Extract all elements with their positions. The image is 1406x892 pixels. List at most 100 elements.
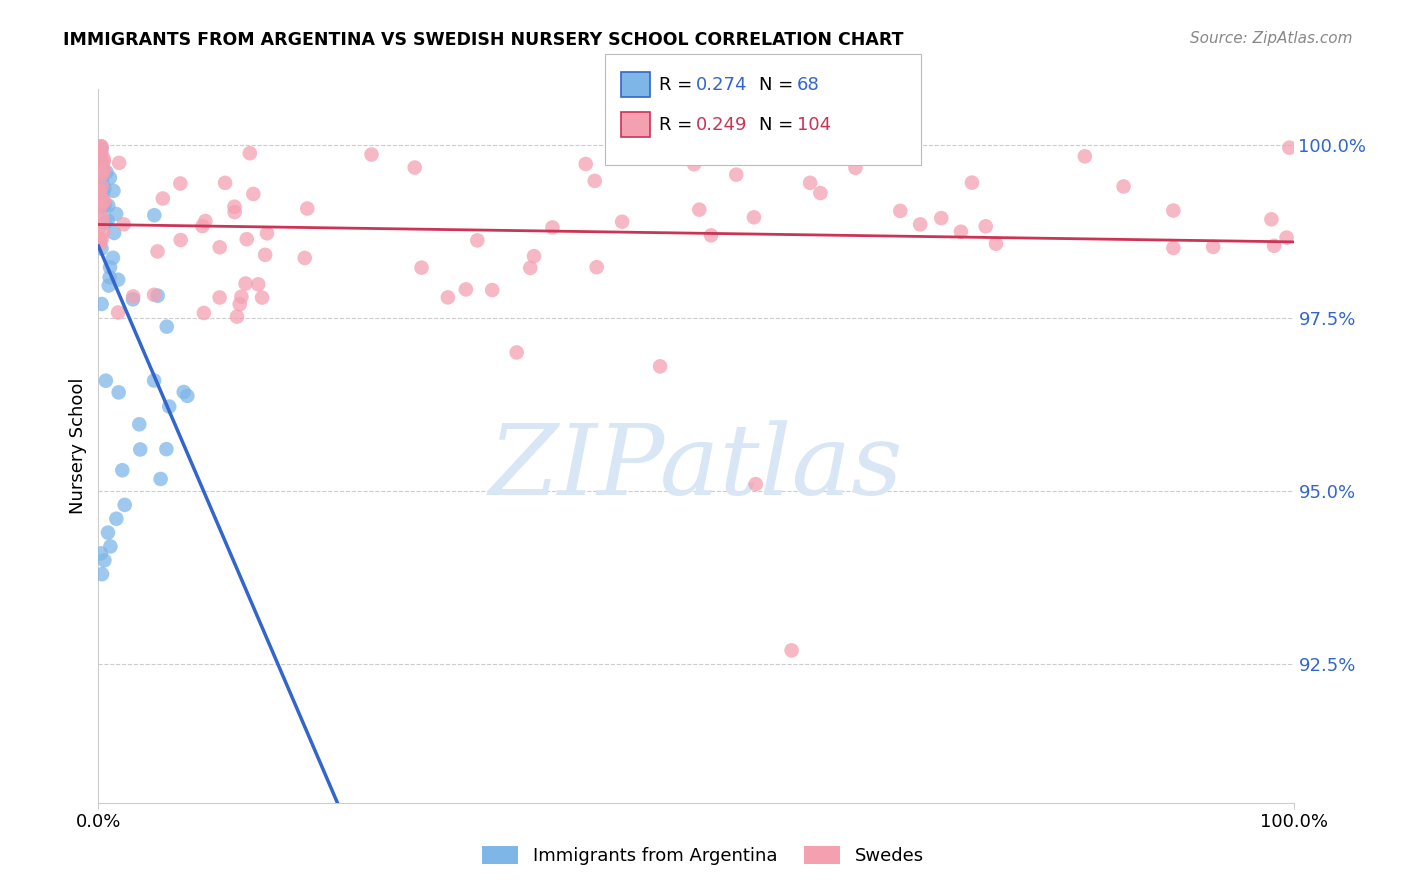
Text: 0.249: 0.249 [696,116,748,134]
Point [974,219,997,234]
Point [157,400,180,414]
Point [465,233,488,247]
Point [506,345,529,359]
Point [226,310,249,324]
Point [193,306,215,320]
Point [89,145,111,159]
Point [90,164,112,178]
Point [742,211,765,225]
Point [105,512,128,526]
Point [93,152,115,166]
Point [256,227,278,241]
Point [89,185,111,199]
Point [231,290,253,304]
Point [90,179,112,194]
Point [411,260,433,275]
Point [90,185,112,199]
Point [91,215,114,229]
Point [101,251,124,265]
Point [91,163,114,178]
Point [89,220,111,235]
Point [191,219,214,233]
Point [575,157,598,171]
Point [93,154,115,169]
Point [89,178,111,192]
Point [583,174,606,188]
Point [89,148,111,162]
Point [90,211,112,225]
Point [454,282,477,296]
Point [90,172,112,186]
Point [89,233,111,247]
Point [1074,149,1097,163]
Point [93,225,115,239]
Point [236,232,259,246]
Point [90,178,112,192]
Point [688,202,710,217]
Point [90,232,112,246]
Point [98,260,121,275]
Point [960,176,983,190]
Point [481,283,503,297]
Point [94,197,117,211]
Point [97,525,120,540]
Point [1278,141,1301,155]
Point [108,156,131,170]
Point [93,163,115,178]
Point [103,226,125,240]
Point [143,208,166,222]
Point [90,546,112,560]
Point [169,177,191,191]
Point [825,151,848,165]
Point [250,291,273,305]
Point [98,270,121,285]
Point [780,643,803,657]
Point [224,205,246,219]
Point [91,165,114,179]
Point [90,141,112,155]
Point [229,297,252,311]
Point [98,170,121,185]
Point [156,319,179,334]
Point [90,197,112,211]
Point [107,305,129,319]
Point [1163,203,1185,218]
Point [122,289,145,303]
Y-axis label: Nursery School: Nursery School [69,377,87,515]
Point [908,218,931,232]
Point [93,182,115,196]
Text: 104: 104 [797,116,831,134]
Point [208,240,231,254]
Text: N =: N = [759,116,799,134]
Point [94,216,117,230]
Point [91,567,114,582]
Point [610,215,633,229]
Point [889,203,911,218]
Point [97,278,120,293]
Point [208,291,231,305]
Point [700,228,723,243]
Point [97,213,120,227]
Point [93,194,115,209]
Point [173,384,195,399]
Point [194,214,217,228]
Point [89,158,111,172]
Point [224,200,246,214]
Point [247,277,270,292]
Text: 0.274: 0.274 [696,76,748,94]
Point [810,186,832,200]
Point [87,172,110,186]
Point [91,177,114,191]
Point [143,374,166,388]
Point [1275,230,1298,244]
Text: Source: ZipAtlas.com: Source: ZipAtlas.com [1189,31,1353,46]
Point [89,201,111,215]
Point [90,297,112,311]
Point [128,417,150,432]
Point [91,191,114,205]
Point [93,553,115,567]
Point [170,233,193,247]
Point [585,260,607,274]
Legend: Immigrants from Argentina, Swedes: Immigrants from Argentina, Swedes [472,837,934,874]
Point [725,168,748,182]
